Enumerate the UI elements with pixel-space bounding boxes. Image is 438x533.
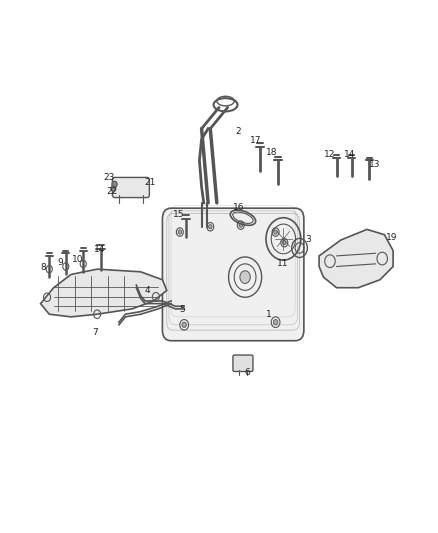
Text: 23: 23 [104,173,115,182]
Circle shape [182,322,186,327]
Text: 10: 10 [72,255,84,264]
Circle shape [239,223,243,227]
Text: 5: 5 [179,305,185,314]
Text: 6: 6 [244,368,250,377]
Circle shape [283,240,286,245]
Text: 12: 12 [324,150,336,159]
Circle shape [111,186,116,191]
Circle shape [240,271,251,284]
Text: 15: 15 [173,210,185,219]
Text: 9: 9 [57,258,63,266]
Polygon shape [319,229,393,288]
Polygon shape [41,269,167,317]
Text: 14: 14 [344,150,355,159]
Text: 2: 2 [236,127,241,136]
Text: 18: 18 [266,148,278,157]
Circle shape [112,181,117,188]
Text: 22: 22 [106,187,117,196]
Text: 1: 1 [266,310,272,319]
Text: 11: 11 [277,260,289,268]
Text: 8: 8 [41,263,46,272]
Text: 19: 19 [385,233,397,242]
Circle shape [273,319,278,325]
Text: 17: 17 [250,136,261,145]
Circle shape [274,230,277,234]
Text: 7: 7 [92,328,98,337]
Text: 3: 3 [306,236,311,245]
Text: 21: 21 [145,178,156,187]
FancyBboxPatch shape [162,208,304,341]
Text: 16: 16 [233,203,244,212]
Text: 14: 14 [94,245,105,254]
FancyBboxPatch shape [233,355,253,372]
Text: 4: 4 [145,286,150,295]
Circle shape [178,230,182,234]
Circle shape [208,224,212,229]
FancyBboxPatch shape [113,177,149,198]
Text: 13: 13 [369,160,381,169]
